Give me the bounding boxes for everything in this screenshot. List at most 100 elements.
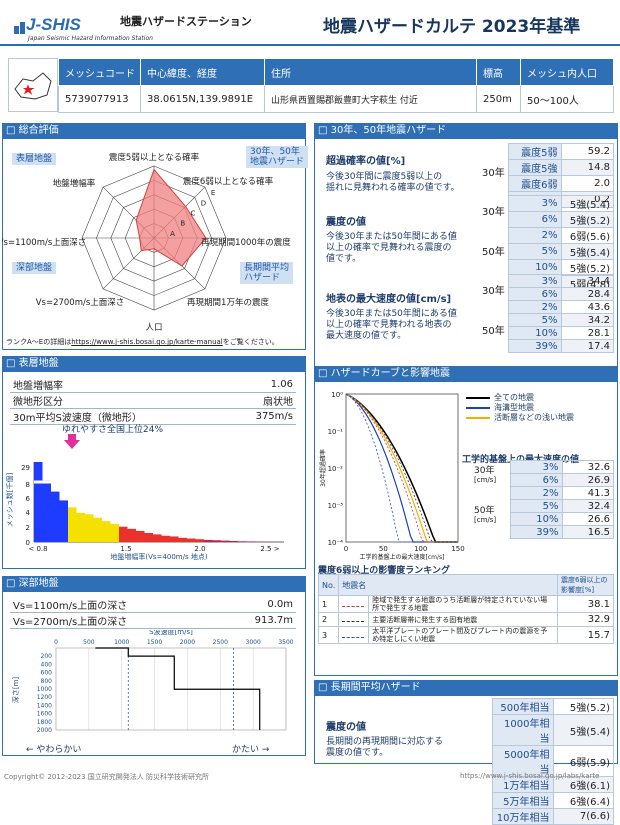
table-row: 39%16.5 bbox=[511, 526, 614, 539]
hist-bar bbox=[77, 513, 86, 542]
hist-bar bbox=[213, 540, 222, 542]
intensity-p50: 50年 bbox=[482, 243, 505, 258]
karte-manual-link[interactable]: https://www.j-shis.bosai.go.jp/karte-man… bbox=[71, 338, 223, 346]
rank-header: No. bbox=[319, 575, 339, 596]
radar-axis-label: 地盤増幅率 bbox=[53, 178, 96, 189]
row-label: 2% bbox=[509, 301, 562, 314]
profile-y-tick: 1800 bbox=[37, 719, 52, 726]
rank-no: 3 bbox=[319, 627, 339, 644]
longterm-desc: 長期間の再現期間に対応する震度の値です。 bbox=[326, 737, 443, 759]
row-value: 26.6 bbox=[562, 513, 614, 526]
profile-x-tick: 1000 bbox=[114, 639, 129, 646]
hazard-curve-line bbox=[346, 394, 458, 542]
row-label: 5% bbox=[509, 314, 562, 327]
hist-y-tick: 4 bbox=[26, 509, 31, 517]
hazard-curve-line bbox=[346, 394, 458, 542]
mesh-address: 山形県西置賜郡飯豊町大字萩生 付近 bbox=[265, 86, 477, 113]
hist-bar bbox=[34, 462, 43, 542]
mesh-table: メッシュコード 中心緯度、経度 住所 標高 メッシュ内人口 5739077913… bbox=[58, 58, 614, 113]
curve-y-tick: 10⁻³ bbox=[328, 502, 344, 510]
legend-item: 全ての地震 bbox=[466, 393, 574, 403]
rank-header-row: No.地震名震度6弱以上の影響度[%] bbox=[319, 575, 614, 596]
curve-y-label: 30年超過確率 bbox=[319, 449, 327, 487]
hist-bar bbox=[128, 529, 137, 542]
exceed-desc: 今後30年間に震度5弱以上の揺れに見舞われる確率の値です。 bbox=[326, 172, 460, 194]
row-label: 500年相当 bbox=[493, 699, 554, 715]
row-value: 34.4 bbox=[561, 275, 614, 288]
row-label: Vs=1100m/s上面の深さ bbox=[10, 597, 219, 613]
map-marker-icon bbox=[8, 58, 58, 112]
mesh-code: 5739077913 bbox=[59, 86, 141, 113]
radar-rank-label: C bbox=[191, 209, 196, 217]
hist-bar bbox=[247, 541, 256, 542]
mesh-elevation: 250m bbox=[477, 86, 521, 113]
row-value: 1.06 bbox=[226, 377, 296, 393]
row-value: 41.3 bbox=[562, 487, 614, 500]
legend-item: 海溝型地震 bbox=[466, 403, 574, 413]
pointer-arrow-icon bbox=[64, 434, 80, 450]
row-value: 43.6 bbox=[561, 301, 614, 314]
profile-x-tick: 2000 bbox=[180, 639, 195, 646]
mesh-header: メッシュコード bbox=[59, 59, 141, 86]
radar-rank-label: B bbox=[180, 220, 185, 228]
row-label: 5% bbox=[511, 500, 563, 513]
profile-x-tick: 0 bbox=[54, 639, 58, 646]
soft-label: ← やわらかい bbox=[26, 742, 81, 755]
hist-bar bbox=[196, 539, 205, 542]
row-label: 3% bbox=[509, 275, 562, 288]
row-value: 59.2 bbox=[561, 144, 614, 160]
row-label: 5万年相当 bbox=[493, 793, 554, 809]
mesh-population: 50～100人 bbox=[521, 86, 614, 113]
rank-quake-name: 主要活断層帯に発生する固有地震 bbox=[369, 613, 558, 627]
hazard3050-title: □ 30年、50年地震ハザード bbox=[314, 123, 618, 139]
radar-axis-label: 再現期間1万年の震度 bbox=[187, 297, 269, 308]
radar-axis-label: 人口 bbox=[145, 323, 162, 333]
row-value: 913.7m bbox=[219, 613, 296, 629]
mesh-header: 住所 bbox=[265, 59, 477, 86]
exceed-title: 超過確率の値[%] bbox=[326, 152, 405, 167]
row-label: 震度6弱 bbox=[509, 176, 562, 192]
overall-title: □ 総合評価 bbox=[2, 123, 306, 139]
footer-url[interactable]: https://www.j-shis.bosai.go.jp/labs/kart… bbox=[460, 772, 599, 780]
longterm-label: 震度の値 bbox=[326, 718, 366, 733]
curve-p50: 50年[cm/s] bbox=[474, 507, 496, 525]
row-value: 扇状地 bbox=[226, 393, 296, 409]
table-row: 10%26.6 bbox=[511, 513, 614, 526]
profile-y-tick: 1600 bbox=[37, 711, 52, 718]
hist-y-tick: 8 bbox=[26, 481, 30, 489]
mesh-header: メッシュ内人口 bbox=[521, 59, 614, 86]
hist-x-tick: 1.5 bbox=[120, 545, 131, 553]
row-label: 10% bbox=[509, 327, 562, 340]
intensity-p30: 30年 bbox=[482, 203, 505, 218]
radar-axis-label: 震度5弱以上となる確率 bbox=[109, 152, 200, 163]
velocity-title: 地表の最大速度の値[cm/s] bbox=[326, 290, 451, 305]
legend-label: 全ての地震 bbox=[494, 393, 534, 402]
row-value: 5強(5.4) bbox=[561, 244, 614, 260]
row-label: 地盤増幅率 bbox=[10, 377, 226, 393]
mesh-header: 標高 bbox=[477, 59, 521, 86]
hist-bar bbox=[119, 527, 128, 542]
rank-value: 32.9 bbox=[558, 613, 614, 627]
hist-bar bbox=[85, 514, 94, 542]
legend-label: 活断層などの浅い地震 bbox=[494, 413, 574, 422]
deep-title: □ 深部地盤 bbox=[2, 576, 306, 592]
velocity-p50: 50年 bbox=[482, 322, 505, 337]
table-row: 3%32.6 bbox=[511, 461, 614, 474]
intensity-title: 震度の値 bbox=[326, 213, 366, 228]
hist-bar bbox=[162, 536, 171, 542]
table-row: 6%5強(5.2) bbox=[509, 212, 614, 228]
row-value: 32.6 bbox=[562, 461, 614, 474]
rank-no: 1 bbox=[319, 596, 339, 613]
radar-axis-label: Vs=2700m/s上面深さ bbox=[36, 298, 125, 308]
profile-y-tick: 1400 bbox=[37, 702, 52, 709]
rank-line-swatch bbox=[339, 596, 369, 613]
hazard-curve-line bbox=[346, 394, 458, 542]
